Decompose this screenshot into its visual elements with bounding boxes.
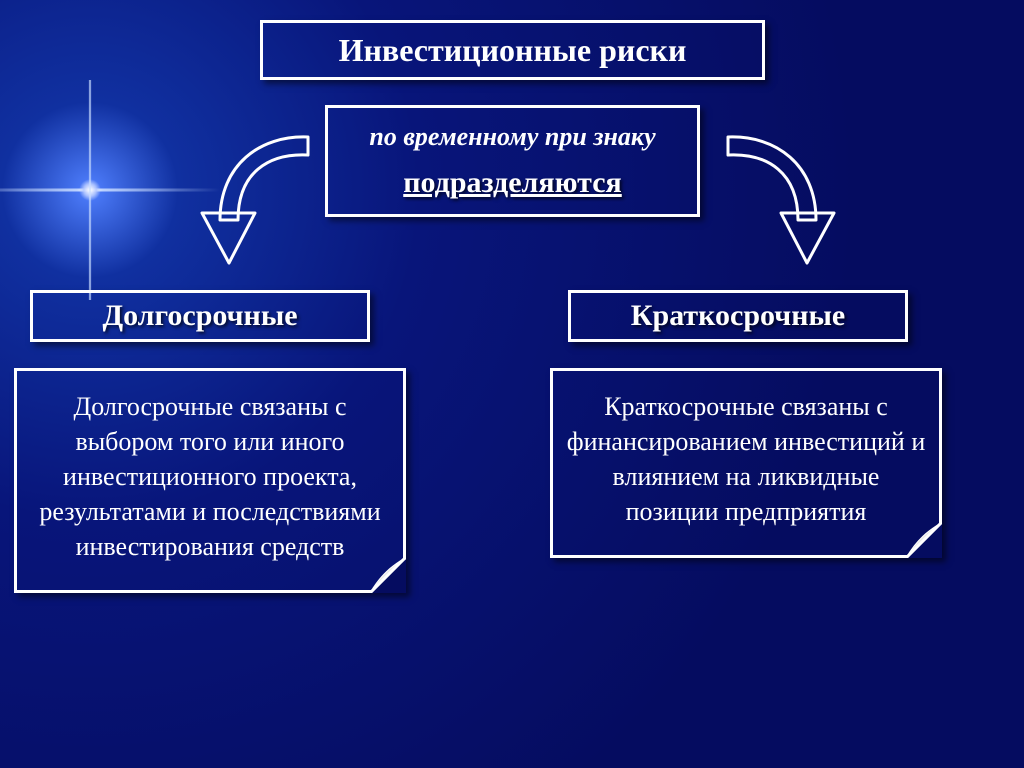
category-right-box: Краткосрочные <box>568 290 908 342</box>
description-right-box: Краткосрочные связаны с финансированием … <box>550 368 942 558</box>
classifier-box: по временному при знаку подразделяются <box>325 105 700 217</box>
description-left-text: Долгосрочные связаны с выбором того или … <box>39 392 380 561</box>
category-right-label: Краткосрочные <box>631 299 845 333</box>
pagecurl-icon <box>370 557 406 593</box>
classifier-line1: по временному при знаку <box>336 122 689 152</box>
description-right-text: Краткосрочные связаны с финансированием … <box>567 392 926 526</box>
classifier-line2: подразделяются <box>336 166 689 200</box>
title-box: Инвестиционные риски <box>260 20 765 80</box>
lens-flare-decoration <box>0 100 260 300</box>
category-left-label: Долгосрочные <box>102 299 297 333</box>
arrow-right-icon <box>706 125 846 275</box>
description-left-box: Долгосрочные связаны с выбором того или … <box>14 368 406 593</box>
category-left-box: Долгосрочные <box>30 290 370 342</box>
arrow-left-icon <box>190 125 330 275</box>
title-text: Инвестиционные риски <box>339 32 687 69</box>
pagecurl-icon <box>906 522 942 558</box>
